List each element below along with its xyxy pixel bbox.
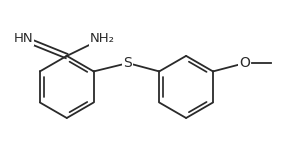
Text: O: O: [239, 56, 250, 70]
Text: NH₂: NH₂: [90, 32, 115, 45]
Text: S: S: [124, 56, 132, 70]
Text: HN: HN: [14, 32, 34, 45]
